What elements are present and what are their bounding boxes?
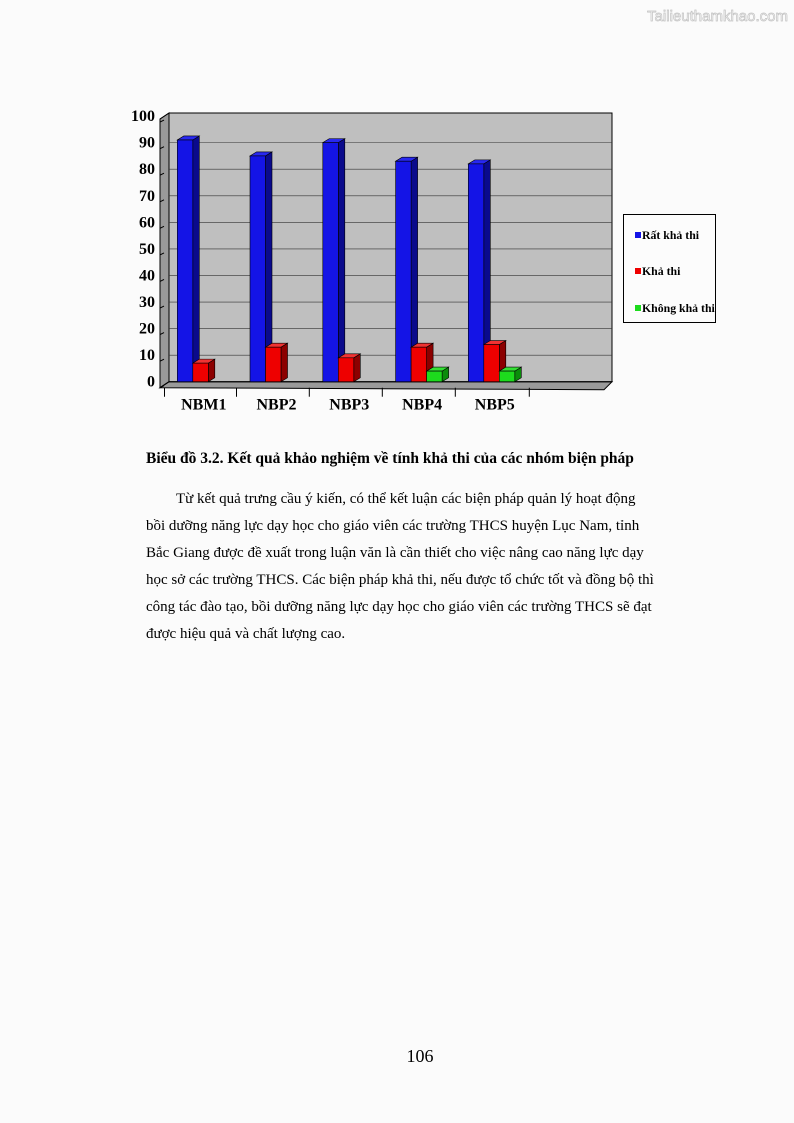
svg-text:10: 10 (139, 347, 155, 364)
svg-text:NBP5: NBP5 (475, 397, 515, 414)
svg-text:NBP2: NBP2 (257, 397, 297, 414)
svg-text:60: 60 (139, 214, 155, 231)
svg-text:40: 40 (139, 267, 155, 284)
svg-text:30: 30 (139, 294, 155, 311)
svg-text:NBM1: NBM1 (181, 397, 226, 414)
svg-text:100: 100 (131, 108, 155, 125)
svg-text:NBP3: NBP3 (329, 397, 369, 414)
svg-text:80: 80 (139, 161, 155, 178)
svg-text:NBP4: NBP4 (402, 397, 442, 414)
svg-text:90: 90 (139, 135, 155, 152)
svg-text:0: 0 (147, 374, 155, 391)
svg-text:20: 20 (139, 321, 155, 338)
svg-text:70: 70 (139, 188, 155, 205)
svg-text:50: 50 (139, 241, 155, 258)
